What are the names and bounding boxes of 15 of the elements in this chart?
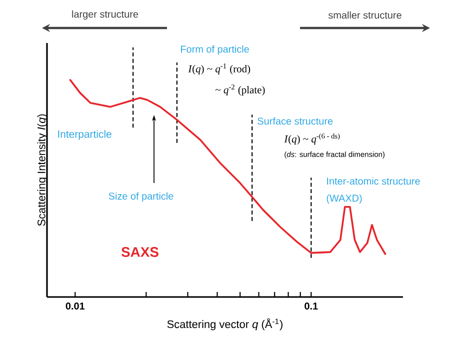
annotation: I(q) ~ q$^{-(6 - ds)}$ bbox=[284, 133, 340, 145]
text: Form of particle bbox=[181, 45, 249, 55]
annotation: SAXS bbox=[121, 247, 158, 257]
annotation: (WAXD) bbox=[326, 194, 362, 204]
annotation: Size of particle bbox=[108, 192, 174, 202]
x-tick-label: 0.1 bbox=[304, 302, 318, 310]
annotation: Inter-atomic structure bbox=[327, 177, 420, 185]
text: larger structure bbox=[72, 10, 138, 20]
text: I(q) ~ q$^{-1}$ (rod) bbox=[188, 63, 250, 74]
x-tick-label: 0.01 bbox=[66, 302, 85, 310]
x-axis-title: Scattering vector q (Å$^{-1}$) bbox=[167, 318, 282, 330]
text: smaller structure bbox=[328, 11, 402, 19]
annotation: Interparticle bbox=[58, 130, 112, 140]
annotation: Surface structure bbox=[258, 117, 333, 125]
annotation: ~ q$^{-2}$ (plate) bbox=[216, 84, 265, 96]
